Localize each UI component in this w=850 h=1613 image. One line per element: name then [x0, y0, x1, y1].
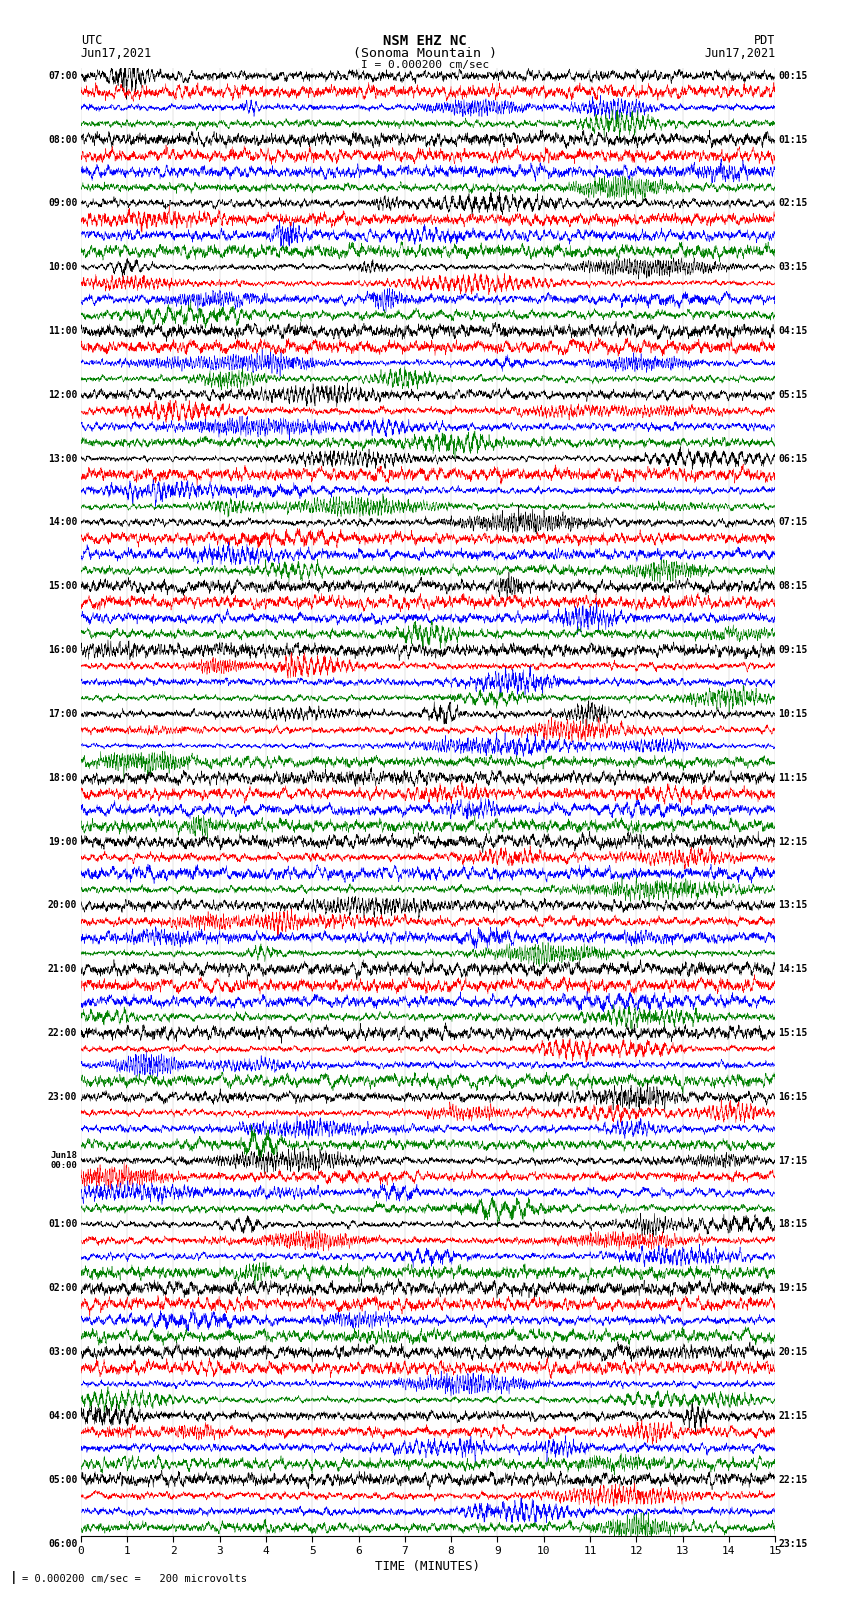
Text: UTC: UTC — [81, 34, 102, 47]
Text: 06:00: 06:00 — [48, 1539, 77, 1548]
Text: 06:15: 06:15 — [779, 453, 808, 463]
Text: Jun17,2021: Jun17,2021 — [704, 47, 775, 60]
Text: 00:15: 00:15 — [779, 71, 808, 81]
Text: 18:00: 18:00 — [48, 773, 77, 782]
Text: 14:15: 14:15 — [779, 965, 808, 974]
Text: 11:15: 11:15 — [779, 773, 808, 782]
Text: 16:15: 16:15 — [779, 1092, 808, 1102]
Text: 17:15: 17:15 — [779, 1155, 808, 1166]
Text: 23:00: 23:00 — [48, 1092, 77, 1102]
Text: 19:15: 19:15 — [779, 1284, 808, 1294]
Text: 22:15: 22:15 — [779, 1474, 808, 1484]
Text: 05:15: 05:15 — [779, 390, 808, 400]
Text: 14:00: 14:00 — [48, 518, 77, 527]
Text: 08:00: 08:00 — [48, 134, 77, 145]
Text: 17:00: 17:00 — [48, 708, 77, 719]
Text: NSM EHZ NC: NSM EHZ NC — [383, 34, 467, 48]
Text: PDT: PDT — [754, 34, 775, 47]
Text: 04:15: 04:15 — [779, 326, 808, 336]
Text: 04:00: 04:00 — [48, 1411, 77, 1421]
Text: 13:15: 13:15 — [779, 900, 808, 910]
Text: 03:00: 03:00 — [48, 1347, 77, 1357]
Text: 21:15: 21:15 — [779, 1411, 808, 1421]
Text: = 0.000200 cm/sec =   200 microvolts: = 0.000200 cm/sec = 200 microvolts — [22, 1574, 247, 1584]
Text: 00:00: 00:00 — [50, 1161, 77, 1169]
Text: 15:15: 15:15 — [779, 1027, 808, 1039]
Text: I = 0.000200 cm/sec: I = 0.000200 cm/sec — [361, 60, 489, 69]
Text: 09:15: 09:15 — [779, 645, 808, 655]
X-axis label: TIME (MINUTES): TIME (MINUTES) — [376, 1560, 480, 1573]
Text: (Sonoma Mountain ): (Sonoma Mountain ) — [353, 47, 497, 60]
Text: 02:15: 02:15 — [779, 198, 808, 208]
Text: 18:15: 18:15 — [779, 1219, 808, 1229]
Text: 05:00: 05:00 — [48, 1474, 77, 1484]
Text: 13:00: 13:00 — [48, 453, 77, 463]
Text: 23:15: 23:15 — [779, 1539, 808, 1548]
Text: Jun18: Jun18 — [50, 1152, 77, 1160]
Text: 16:00: 16:00 — [48, 645, 77, 655]
Text: Jun17,2021: Jun17,2021 — [81, 47, 152, 60]
Text: 15:00: 15:00 — [48, 581, 77, 592]
Text: 19:00: 19:00 — [48, 837, 77, 847]
Text: |: | — [10, 1571, 18, 1584]
Text: 09:00: 09:00 — [48, 198, 77, 208]
Text: 12:00: 12:00 — [48, 390, 77, 400]
Text: 07:15: 07:15 — [779, 518, 808, 527]
Text: 02:00: 02:00 — [48, 1284, 77, 1294]
Text: 03:15: 03:15 — [779, 263, 808, 273]
Text: 20:15: 20:15 — [779, 1347, 808, 1357]
Text: 10:15: 10:15 — [779, 708, 808, 719]
Text: 07:00: 07:00 — [48, 71, 77, 81]
Text: 08:15: 08:15 — [779, 581, 808, 592]
Text: 10:00: 10:00 — [48, 263, 77, 273]
Text: 11:00: 11:00 — [48, 326, 77, 336]
Text: 01:00: 01:00 — [48, 1219, 77, 1229]
Text: 12:15: 12:15 — [779, 837, 808, 847]
Text: 22:00: 22:00 — [48, 1027, 77, 1039]
Text: 20:00: 20:00 — [48, 900, 77, 910]
Text: 01:15: 01:15 — [779, 134, 808, 145]
Text: 21:00: 21:00 — [48, 965, 77, 974]
